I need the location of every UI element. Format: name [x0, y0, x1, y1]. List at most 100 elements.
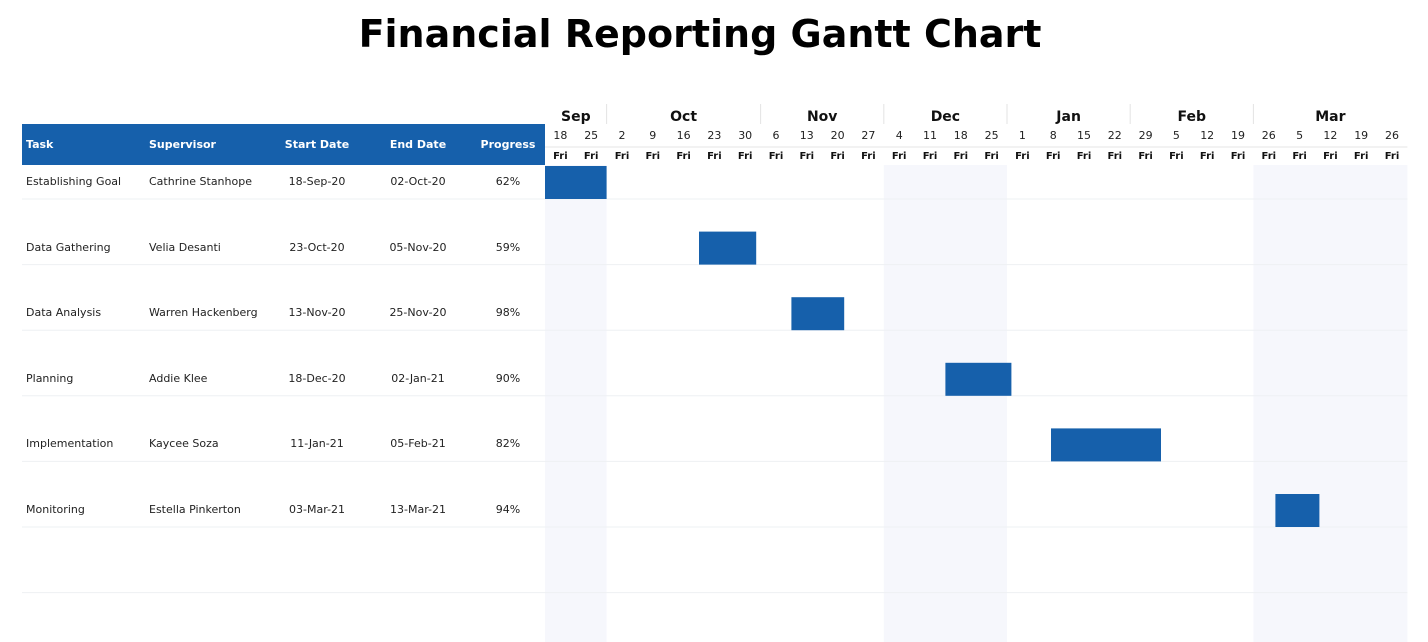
week-tick-label: 22: [1108, 129, 1122, 142]
cell-progress: 62%: [495, 175, 521, 188]
week-tick-label: 26: [1262, 129, 1276, 142]
weekday-label: Fri: [1015, 151, 1030, 162]
weekday-label: Fri: [1077, 151, 1092, 162]
cell-end: 05-Nov-20: [389, 240, 447, 254]
month-label: Sep: [561, 109, 591, 125]
gantt-bar: [699, 231, 757, 265]
cell-start: 18-Dec-20: [288, 371, 346, 385]
cell-end: 13-Mar-21: [390, 503, 446, 516]
weekday-label: Fri: [1046, 151, 1061, 162]
week-tick-label: 5: [1173, 129, 1180, 142]
weekday-label: Fri: [1292, 151, 1307, 162]
chart-title: Financial Reporting Gantt Chart: [358, 12, 1042, 56]
cell-supervisor: Addie Klee: [149, 371, 208, 385]
cell-start: 18-Sep-20: [288, 175, 346, 188]
month-shade: [883, 165, 1007, 642]
weekday-label: Fri: [892, 151, 907, 162]
weekday-label: Fri: [584, 151, 599, 162]
weekday-label: Fri: [1385, 151, 1400, 162]
weekday-label: Fri: [1323, 151, 1338, 162]
weekday-label: Fri: [1354, 151, 1369, 162]
cell-supervisor: Estella Pinkerton: [149, 503, 241, 516]
cell-start: 03-Mar-21: [289, 503, 345, 516]
month-shade: [1253, 165, 1408, 642]
month-label: Oct: [670, 109, 697, 125]
week-tick-label: 27: [861, 129, 875, 142]
week-tick-label: 26: [1385, 129, 1399, 142]
cell-supervisor: Warren Hackenberg: [149, 306, 258, 320]
cell-end: 02-Oct-20: [390, 175, 446, 188]
weekday-label: Fri: [676, 151, 691, 162]
week-tick-label: 15: [1077, 129, 1091, 142]
week-tick-label: 2: [619, 129, 626, 142]
cell-start: 11-Jan-21: [290, 437, 344, 451]
week-tick-label: 19: [1354, 129, 1368, 142]
cell-task: Planning: [26, 371, 74, 385]
week-tick-label: 8: [1050, 129, 1057, 142]
cell-end: 05-Feb-21: [390, 437, 446, 451]
cell-progress: 94%: [495, 503, 521, 516]
weekday-label: Fri: [1262, 151, 1277, 162]
week-tick-label: 25: [985, 129, 999, 142]
column-header-start-date: Start Date: [284, 138, 350, 151]
cell-supervisor: Kaycee Soza: [149, 437, 219, 451]
week-tick-label: 11: [923, 129, 937, 142]
weekday-label: Fri: [1138, 151, 1153, 162]
week-tick-label: 20: [831, 129, 845, 142]
gantt-bar: [1275, 494, 1320, 527]
cell-progress: 82%: [495, 437, 521, 451]
weekday-label: Fri: [800, 151, 815, 162]
cell-task: Data Analysis: [26, 306, 102, 320]
weekday-label: Fri: [1169, 151, 1184, 162]
week-tick-label: 25: [584, 129, 598, 142]
week-tick-label: 9: [649, 129, 656, 142]
column-header-progress: Progress: [480, 138, 536, 151]
weekday-label: Fri: [707, 151, 722, 162]
gantt-bar: [545, 166, 607, 199]
week-tick-label: 6: [773, 129, 780, 142]
weekday-label: Fri: [1231, 151, 1246, 162]
week-tick-label: 16: [677, 129, 691, 142]
week-tick-label: 18: [954, 129, 968, 142]
month-label: Dec: [931, 109, 960, 125]
cell-supervisor: Velia Desanti: [149, 240, 221, 254]
week-tick-label: 23: [707, 129, 721, 142]
weekday-label: Fri: [738, 151, 753, 162]
cell-end: 25-Nov-20: [389, 306, 447, 320]
weekday-label: Fri: [923, 151, 938, 162]
month-label: Nov: [807, 109, 837, 125]
week-tick-label: 12: [1200, 129, 1214, 142]
cell-task: Data Gathering: [26, 240, 111, 254]
cell-start: 13-Nov-20: [288, 306, 346, 320]
week-tick-label: 4: [896, 129, 903, 142]
week-tick-label: 13: [800, 129, 814, 142]
cell-end: 02-Jan-21: [391, 371, 445, 385]
week-tick-label: 19: [1231, 129, 1245, 142]
week-tick-label: 5: [1296, 129, 1303, 142]
month-label: Mar: [1315, 109, 1345, 125]
weekday-label: Fri: [769, 151, 784, 162]
cell-progress: 90%: [495, 371, 521, 385]
week-tick-label: 12: [1323, 129, 1337, 142]
weekday-label: Fri: [954, 151, 969, 162]
table-header: Task Supervisor Start Date End Date Prog…: [22, 124, 545, 165]
cell-task: Implementation: [26, 437, 114, 451]
weekday-label: Fri: [830, 151, 845, 162]
week-tick-label: 1: [1019, 129, 1026, 142]
gantt-bar: [791, 297, 845, 331]
gantt-bar: [1051, 428, 1161, 462]
gantt-bar: [945, 362, 1012, 396]
cell-start: 23-Oct-20: [289, 240, 345, 254]
week-tick-label: 29: [1139, 129, 1153, 142]
month-label: Feb: [1178, 109, 1207, 125]
cell-task: Establishing Goal: [26, 175, 122, 188]
weekday-label: Fri: [1108, 151, 1123, 162]
column-header-end-date: End Date: [389, 138, 447, 151]
weekday-label: Fri: [646, 151, 661, 162]
weekday-label: Fri: [615, 151, 630, 162]
week-tick-label: 30: [738, 129, 752, 142]
weekday-label: Fri: [861, 151, 876, 162]
cell-progress: 98%: [495, 306, 521, 320]
month-shade: [545, 165, 607, 642]
